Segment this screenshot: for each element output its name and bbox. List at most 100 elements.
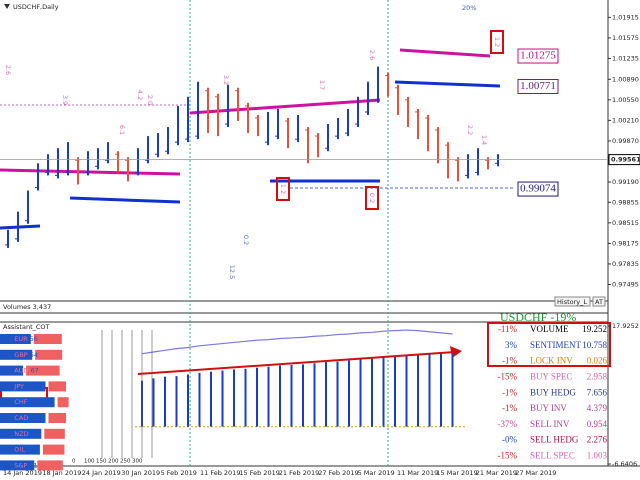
annotation: 1.2 bbox=[493, 37, 501, 47]
cot-short: 56 bbox=[30, 335, 38, 343]
date-label: 11 Mar 2019 bbox=[397, 469, 438, 477]
scale-label: 250 bbox=[120, 459, 131, 465]
histogram-bar bbox=[405, 355, 408, 427]
y-tick-label: 0.98855 bbox=[612, 198, 639, 206]
histogram-bar bbox=[302, 364, 304, 427]
y2-tick-label: -6.6406 bbox=[612, 460, 637, 468]
histogram-bar bbox=[394, 357, 396, 427]
y-tick-label: 1.01575 bbox=[612, 34, 639, 42]
short-bar bbox=[26, 365, 60, 376]
table-value: 4.379 bbox=[587, 403, 608, 413]
date-label: 21 Mar 2019 bbox=[476, 469, 517, 477]
history-button[interactable] bbox=[554, 296, 591, 307]
annotation: 4.2 bbox=[136, 90, 144, 100]
histogram-bar bbox=[198, 372, 201, 427]
annotation: 12.5 bbox=[228, 265, 236, 279]
cot-short: 35 bbox=[30, 414, 38, 422]
indicator-line bbox=[141, 329, 453, 355]
table-name: VOLUME bbox=[530, 324, 569, 334]
y-tick-label: 0.99190 bbox=[612, 178, 639, 186]
scale-label: 100 bbox=[84, 459, 95, 465]
table-pct: -11% bbox=[498, 324, 518, 334]
cot-row-label: 46 GBP 54 bbox=[4, 351, 38, 359]
at-button[interactable] bbox=[592, 296, 606, 307]
table-name: LOCK INV bbox=[530, 356, 573, 366]
histogram-bar bbox=[325, 362, 327, 427]
highlight-box bbox=[487, 322, 611, 367]
annotation: 3.9 bbox=[61, 95, 69, 105]
table-name: BUY INV bbox=[530, 403, 567, 413]
date-label: 21 Feb 2019 bbox=[279, 469, 319, 477]
cot-name: AUD bbox=[14, 367, 28, 375]
histogram-bar bbox=[290, 364, 293, 427]
history-button-label[interactable]: History_L bbox=[557, 298, 587, 306]
cot-row-label: 49 S&P 51 bbox=[4, 461, 38, 469]
cot-name: CAD bbox=[14, 414, 28, 422]
histogram-bar bbox=[256, 367, 258, 427]
y-tick-label: 1.01235 bbox=[612, 54, 639, 62]
annotation: 1.7 bbox=[318, 80, 326, 90]
histogram-bar bbox=[348, 360, 350, 427]
cot-short: 35 bbox=[26, 382, 34, 390]
trend-arrow bbox=[137, 351, 456, 375]
plot: 1.01915 1.01575 1.01235 1.00890 1.00550 1.002… bbox=[0, 13, 640, 477]
table-value: 19.252 bbox=[582, 324, 607, 334]
table-pct: 3% bbox=[505, 340, 518, 350]
annotation: 1.2 bbox=[279, 184, 287, 194]
histogram-bar bbox=[233, 369, 235, 427]
date-label: 11 Feb 2019 bbox=[200, 469, 240, 477]
cot-long: 49 bbox=[4, 461, 12, 469]
table-name: SENTIMENT bbox=[530, 340, 581, 350]
current-price-box bbox=[608, 154, 640, 166]
annotation: 6.1 bbox=[118, 125, 126, 135]
cot-row-label: 44 EUR 56 bbox=[4, 335, 38, 343]
long-bar bbox=[0, 397, 55, 408]
level-line bbox=[399, 48, 491, 58]
date-label: 15 Feb 2019 bbox=[239, 469, 279, 477]
y-tick-label: 0.99870 bbox=[612, 137, 639, 145]
long-bar bbox=[0, 349, 33, 360]
annotation: 2.0 bbox=[146, 95, 154, 105]
table-name: SELL SPEC bbox=[530, 450, 575, 460]
histogram-bar bbox=[164, 376, 166, 427]
histogram-bar bbox=[187, 374, 189, 427]
at-button-label[interactable]: AT bbox=[595, 298, 603, 306]
cot-short: 41 bbox=[31, 430, 39, 438]
annotation: 0.2 bbox=[242, 235, 250, 245]
long-bar bbox=[0, 365, 24, 376]
table-name: BUY SPEC bbox=[530, 371, 572, 381]
table-name: BUY HEDG bbox=[530, 387, 576, 397]
histogram-bar bbox=[440, 353, 442, 427]
table-pct: -0% bbox=[502, 435, 517, 445]
menu-icon[interactable] bbox=[4, 4, 10, 9]
cot-name: NZD bbox=[14, 430, 28, 438]
histogram-bar bbox=[175, 376, 178, 427]
cot-short: 22 bbox=[29, 398, 37, 406]
date-label: 5 Feb 2019 bbox=[161, 469, 197, 477]
table-pct: -37% bbox=[498, 419, 518, 429]
current-price-label: 0.99561 bbox=[611, 156, 640, 164]
cot-name: S&P bbox=[14, 461, 27, 469]
cot-short: 54 bbox=[30, 351, 38, 359]
histogram-bar bbox=[359, 359, 362, 427]
histogram-bar bbox=[313, 363, 316, 427]
date-label: 30 Jan 2019 bbox=[121, 469, 160, 477]
histogram-bar bbox=[152, 378, 155, 427]
level-label: 1.00771 bbox=[520, 80, 556, 92]
histogram-bar bbox=[221, 370, 224, 427]
histogram-bar bbox=[451, 353, 454, 427]
date-label: 15 Mar 2019 bbox=[436, 469, 477, 477]
long-bar bbox=[0, 428, 42, 439]
level-line bbox=[189, 98, 381, 115]
short-bar bbox=[48, 381, 66, 392]
percent-label: 20% bbox=[462, 4, 476, 12]
level-line bbox=[394, 80, 501, 88]
short-bar bbox=[44, 428, 65, 439]
cot-long: 65 bbox=[4, 414, 12, 422]
annotation: 2.6 bbox=[4, 65, 12, 75]
scale-label: 150 bbox=[96, 459, 107, 465]
histogram-bar bbox=[371, 358, 373, 427]
annotation-box bbox=[490, 30, 504, 54]
table-name: SELL INV bbox=[530, 419, 570, 429]
